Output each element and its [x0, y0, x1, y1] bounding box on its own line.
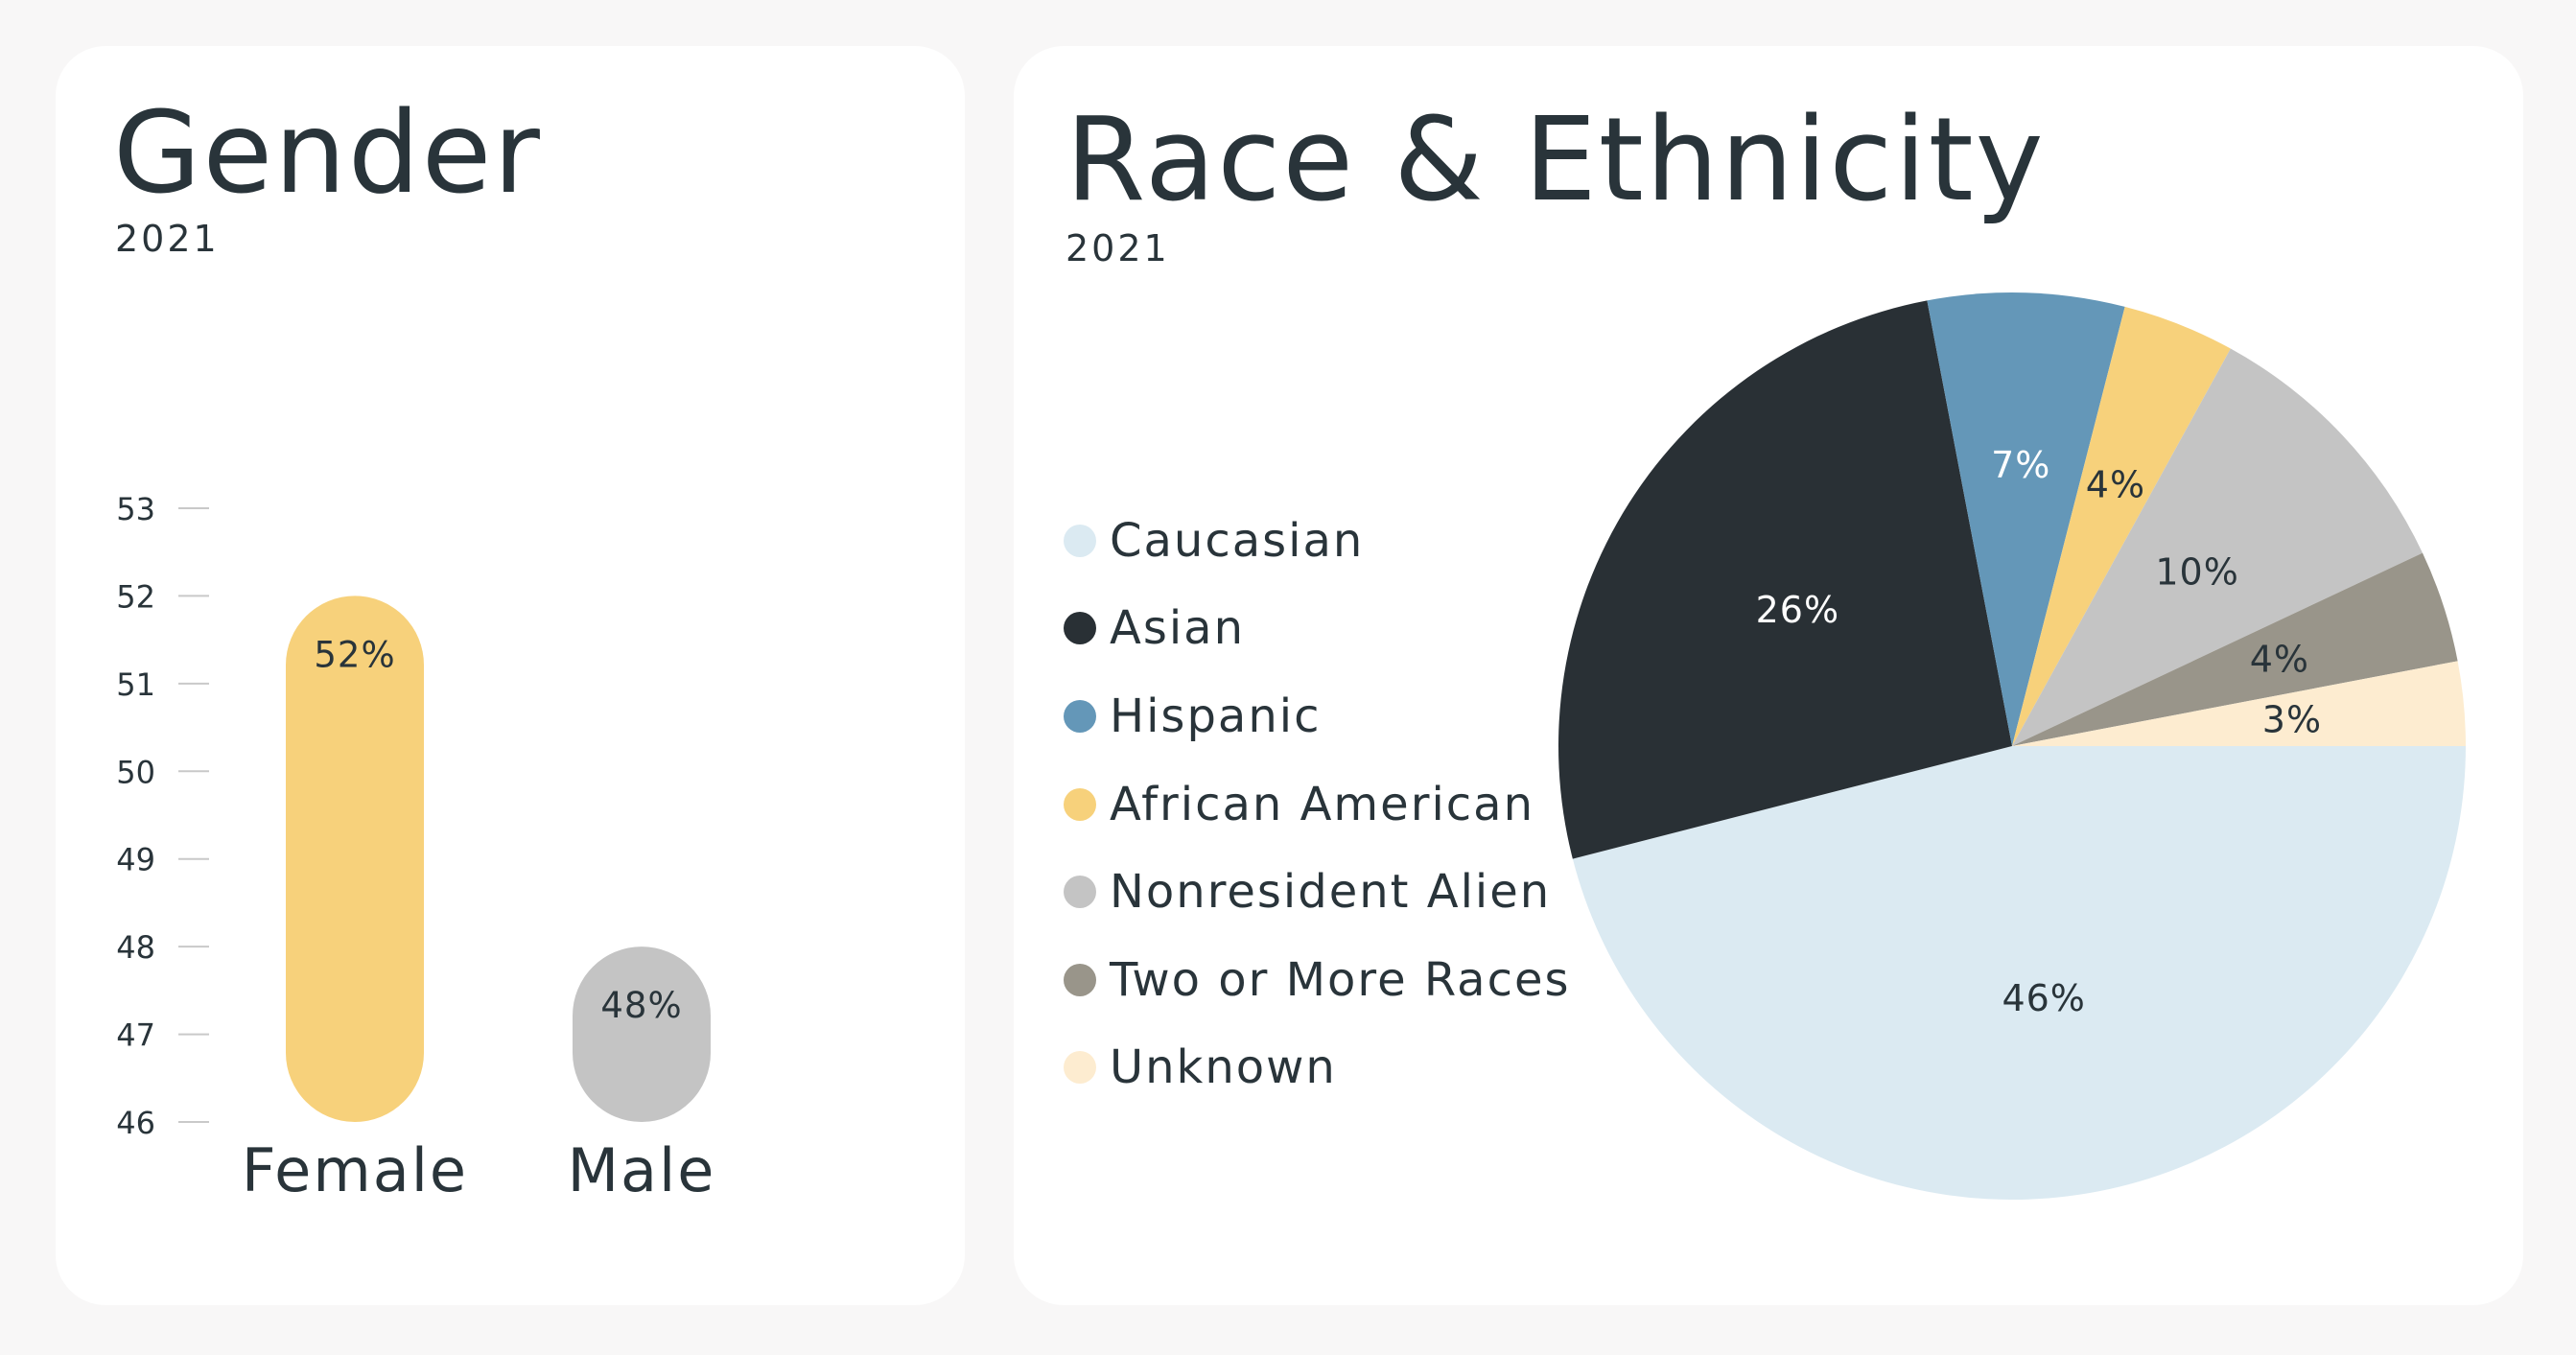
y-tick-label-49: 49	[116, 842, 155, 878]
pie-data-label-caucasian: 46%	[2002, 977, 2085, 1019]
legend-swatch-caucasian	[1064, 524, 1096, 557]
bar-male	[573, 946, 711, 1122]
y-tick-label-48: 48	[116, 929, 155, 966]
legend-label-caucasian: Caucasian	[1110, 513, 1365, 568]
race-year: 2021	[1066, 227, 1170, 269]
pie-slice-hispanic	[1927, 292, 2125, 746]
legend-label-nonresident-alien: Nonresident Alien	[1110, 865, 1552, 920]
pie-data-label-asian: 26%	[1756, 589, 1839, 631]
pie-slice-asian	[1558, 300, 2012, 859]
y-tick-label-52: 52	[116, 578, 155, 615]
x-category-label-female: Female	[242, 1135, 468, 1205]
y-tick-label-53: 53	[116, 491, 155, 527]
pie-data-label-nonresident-alien: 10%	[2155, 551, 2238, 594]
pie-data-label-two-or-more-races: 4%	[2250, 638, 2309, 680]
gender-year: 2021	[115, 218, 220, 260]
legend-label-unknown: Unknown	[1110, 1040, 1337, 1095]
gender-card: Gender 2021 46 47 48 49 50 51 52 53 52% Female 48%…	[56, 46, 965, 1305]
pie-data-label-african-american: 4%	[2086, 463, 2145, 505]
pie-slice-unknown	[2012, 661, 2466, 746]
race-card: Race & Ethnicity 2021 Caucasian Asian Hisp…	[1014, 46, 2523, 1305]
y-tick-label-46: 46	[116, 1105, 155, 1141]
legend-item-unknown: Unknown	[1064, 1024, 1571, 1112]
gender-bar-chart: 46 47 48 49 50 51 52 53 52% Female 48% Male	[116, 491, 716, 1205]
legend-swatch-asian	[1064, 612, 1096, 645]
legend-item-asian: Asian	[1064, 585, 1571, 673]
pie-slice-african-american	[2012, 306, 2231, 746]
legend-swatch-african-american	[1064, 787, 1096, 821]
legend-label-asian: Asian	[1110, 601, 1246, 656]
legend-item-hispanic: Hispanic	[1064, 672, 1571, 760]
bar-female	[286, 596, 424, 1122]
legend-swatch-unknown	[1064, 1051, 1096, 1085]
legend-label-two-or-more-races: Two or More Races	[1110, 952, 1571, 1007]
x-category-label-male: Male	[568, 1135, 716, 1205]
legend-label-african-american: African American	[1110, 777, 1534, 831]
race-title: Race & Ethnicity	[1066, 94, 2046, 227]
pie-data-label-hispanic: 7%	[1991, 444, 2050, 486]
legend-swatch-hispanic	[1064, 699, 1096, 733]
legend-swatch-two-or-more-races	[1064, 963, 1096, 996]
gender-title: Gender	[113, 86, 542, 219]
pie-slice-two-or-more-races	[2012, 552, 2458, 746]
race-legend: Caucasian Asian Hispanic African American No…	[1064, 497, 1571, 1111]
legend-label-hispanic: Hispanic	[1110, 689, 1322, 743]
y-tick-label-47: 47	[116, 1017, 155, 1054]
legend-swatch-nonresident-alien	[1064, 876, 1096, 909]
bar-data-label-male: 48%	[600, 985, 682, 1026]
legend-item-african-american: African American	[1064, 760, 1571, 849]
bar-data-label-female: 52%	[314, 634, 395, 675]
y-tick-label-50: 50	[116, 754, 155, 790]
legend-item-caucasian: Caucasian	[1064, 497, 1571, 585]
pie-data-label-unknown: 3%	[2262, 698, 2322, 740]
pie-slice-nonresident-alien	[2012, 348, 2423, 746]
pie-slice-caucasian	[1572, 746, 2466, 1201]
legend-item-nonresident-alien: Nonresident Alien	[1064, 848, 1571, 936]
race-pie-chart: 46% 26% 7% 4% 10% 4% 3%	[1558, 292, 2466, 1201]
legend-item-two-or-more-races: Two or More Races	[1064, 936, 1571, 1024]
y-tick-label-51: 51	[116, 666, 155, 703]
